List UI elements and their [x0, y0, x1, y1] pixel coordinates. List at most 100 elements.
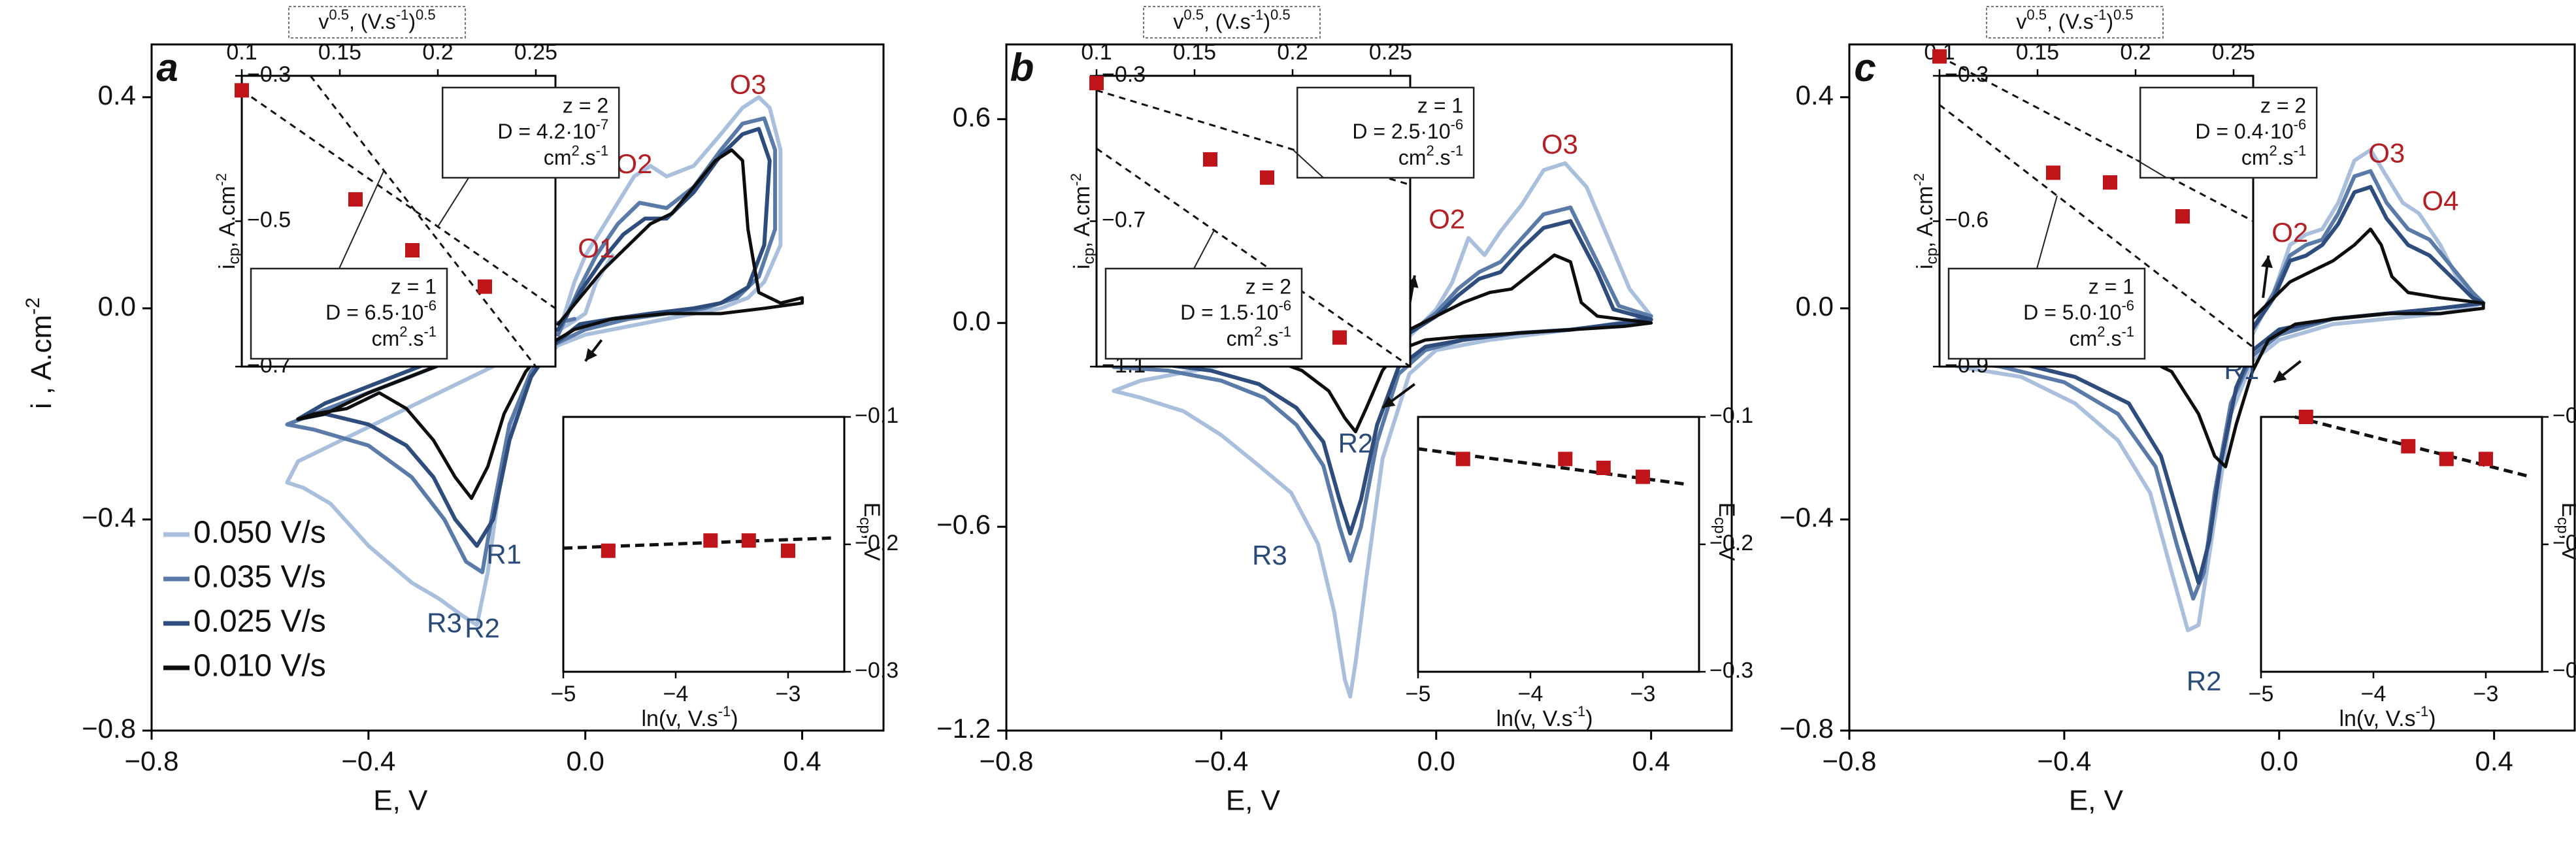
inset-x-tick-label: 0.2 — [1277, 40, 1308, 65]
inset-data-point — [1455, 452, 1470, 467]
inset-x-tick-label: 0.15 — [1173, 40, 1216, 65]
inset-x-tick-label: 0.2 — [422, 40, 453, 65]
inset-x-axis-label: ln(v, V.s-1) — [2339, 703, 2436, 731]
inset-y-tick-label: −0.3 — [1102, 62, 1146, 87]
inset-x-axis-label: v0.5, (V.s-1)0.5 — [318, 7, 435, 34]
annotation-unit: cm2.s-1 — [2241, 142, 2306, 170]
panel-a: a −0.8 −0.4 0.0 0.4 −0.8 −0.4 0.0 0.4 E, V i , A.c… — [22, 6, 899, 817]
inset-data-point — [601, 543, 616, 558]
inset-x-tick-label: 0.1 — [226, 40, 257, 65]
inset-data-point — [1260, 170, 1274, 185]
annotation-unit: cm2.s-1 — [372, 323, 437, 351]
inset-y-tick-label: −0.1 — [855, 403, 899, 428]
x-tick-label: −0.8 — [980, 746, 1034, 776]
inset-x-label-box — [1143, 6, 1321, 39]
peak-label: O2 — [2271, 217, 2308, 248]
panel-letter: c — [1854, 46, 1875, 90]
inset-data-point — [2479, 452, 2493, 467]
y-axis-label: i , A.cm-2 — [22, 297, 58, 409]
scan-arrow-head — [2261, 256, 2273, 269]
y-tick-label: 0.6 — [953, 101, 991, 132]
inset-y-tick-label: −0.3 — [2552, 658, 2576, 683]
annotation-d: D = 2.5·10-6 — [1352, 116, 1463, 144]
series-line-2 — [296, 127, 772, 548]
x-tick-label: −0.4 — [1194, 746, 1248, 776]
inset-x-tick-label: −4 — [1518, 682, 1544, 706]
inset-data-point — [1932, 49, 1947, 64]
inset-y-tick-label: −0.3 — [1709, 658, 1753, 683]
inset-y-axis-label: Ecp, V — [1711, 503, 1739, 561]
x-tick-label: −0.4 — [341, 746, 395, 776]
x-axis-label: E, V — [1226, 785, 1281, 817]
scan-arrow-head — [585, 348, 597, 361]
legend-label: 0.010 V/s — [193, 649, 326, 684]
inset-data-point — [2298, 410, 2313, 424]
inset-data-point — [781, 543, 795, 558]
scan-arrow-head — [1382, 396, 1396, 408]
inset-fit-line — [309, 75, 537, 367]
annotation-z: z = 1 — [391, 274, 437, 298]
peak-label: R2 — [2187, 665, 2222, 696]
inset-x-tick-label: −3 — [1630, 682, 1656, 706]
inset-y-tick-label: −0.7 — [1102, 207, 1146, 232]
x-tick-label: 0.0 — [567, 746, 604, 776]
inset-data-point — [2175, 209, 2190, 224]
panel-c: c −0.8 −0.4 0.0 0.4 −0.8 −0.4 0.0 0.4 E, V O2 O3 O4 R… — [1779, 6, 2576, 817]
inset-x-tick-label: 0.1 — [1081, 40, 1112, 65]
inset-fit-line — [241, 90, 556, 310]
annotation-d: D = 1.5·10-6 — [1180, 297, 1291, 325]
inset-data-point — [478, 279, 492, 294]
inset-bottom-right: −5 −4 −3 ln(v, V.s-1) −0.1 −0.2 −0.3 Ecp, V — [2249, 403, 2576, 731]
x-tick-label: −0.8 — [125, 746, 179, 776]
inset-y-tick-label: −0.3 — [855, 658, 899, 683]
series-line-0 — [1955, 148, 2486, 633]
inset-y-tick-label: −0.2 — [855, 531, 899, 555]
inset-y-tick-label: −0.3 — [247, 62, 291, 87]
inset-data-point — [235, 83, 249, 98]
plot-frame — [1005, 43, 1733, 732]
y-tick-label: 0.0 — [98, 291, 136, 322]
panel-letter: b — [1010, 46, 1034, 90]
peak-label: R3 — [427, 608, 462, 638]
annotation-d: D = 0.4·10-6 — [2195, 116, 2306, 144]
peak-label: O3 — [2368, 138, 2405, 169]
annotation-leader — [2036, 195, 2058, 269]
inset-fit-line — [1096, 148, 1411, 368]
inset-x-tick-label: −4 — [663, 682, 689, 706]
plot-frame — [150, 43, 885, 732]
inset-x-axis-label: ln(v, V.s-1) — [641, 703, 738, 731]
inset-x-label-box — [288, 6, 466, 39]
scan-arrow-head — [2273, 370, 2287, 382]
y-tick-label: −0.8 — [1779, 713, 1834, 744]
peak-label: O2 — [616, 148, 652, 179]
series-line-0 — [1112, 161, 1653, 699]
inset-x-axis-label: v0.5, (V.s-1)0.5 — [1173, 7, 1290, 34]
inset-fit-line — [1939, 104, 2254, 348]
inset-x-tick-label: 0.25 — [2212, 40, 2255, 65]
y-tick-label: −0.4 — [1779, 502, 1834, 533]
inset-data-point — [2103, 175, 2117, 190]
inset-fit-line — [1939, 56, 2254, 222]
y-tick-label: 0.4 — [98, 80, 136, 110]
inset-y-axis-label: Ecp, V — [2554, 503, 2576, 561]
inset-bottom-right: −5 −4 −3 ln(v, V.s-1) −0.1 −0.2 −0.3 Ecp, V — [551, 403, 899, 731]
inset-x-tick-label: −3 — [2473, 682, 2499, 706]
inset-y-tick-label: −0.2 — [1709, 531, 1753, 555]
x-tick-label: −0.8 — [1823, 746, 1877, 776]
x-tick-label: −0.4 — [2037, 746, 2091, 776]
x-tick-label: 0.4 — [2475, 746, 2513, 776]
peak-label: O3 — [730, 69, 767, 100]
annotation-z: z = 2 — [1246, 274, 1291, 298]
inset-data-point — [1089, 76, 1104, 91]
inset-x-tick-label: −5 — [1406, 682, 1431, 706]
inset-x-tick-label: 0.15 — [2016, 40, 2059, 65]
inset-data-point — [2046, 165, 2060, 180]
inset-y-tick-label: −0.2 — [2552, 531, 2576, 555]
